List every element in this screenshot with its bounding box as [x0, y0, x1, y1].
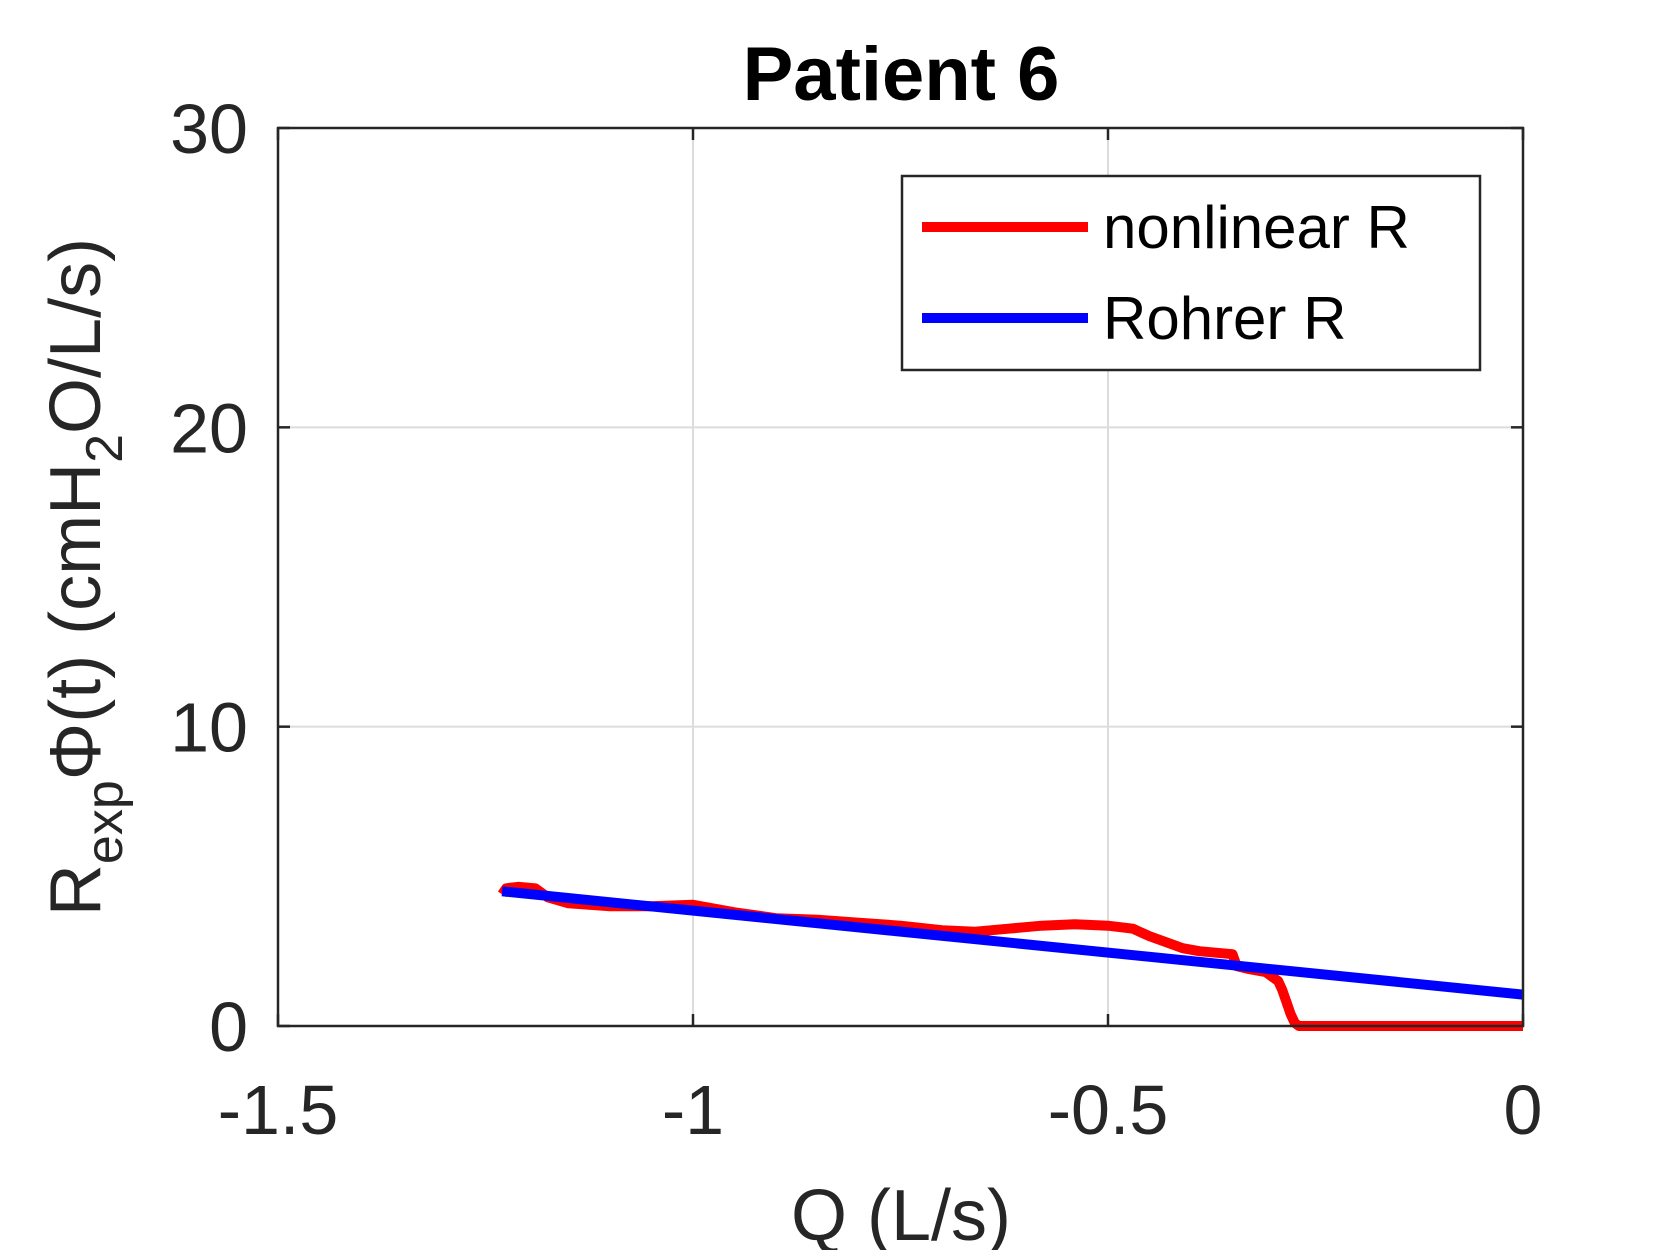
- y-tick-label: 30: [170, 90, 248, 168]
- y-axis-label-base-sub: exp: [76, 780, 134, 864]
- legend-label-nonlinear-r: nonlinear R: [1103, 194, 1410, 261]
- x-tick-labels: -1.5 -1 -0.5 0: [218, 1071, 1543, 1149]
- legend: nonlinear R Rohrer R: [900, 174, 1482, 372]
- y-tick-labels: 0 10 20 30: [170, 90, 248, 1066]
- y-tick-label: 10: [170, 689, 248, 767]
- x-axis-label: Q (L/s): [791, 1176, 1011, 1250]
- y-axis-label-base: R: [36, 864, 116, 916]
- y-tick-label: 0: [209, 988, 248, 1066]
- y-axis-label: RexpΦ(t) (cmH2O/L/s): [36, 238, 134, 916]
- chart-title: Patient 6: [743, 32, 1060, 117]
- y-axis-label-phi: Φ(t) (cmH: [36, 463, 116, 780]
- x-tick-label: -1.5: [218, 1071, 339, 1149]
- x-tick-label: 0: [1504, 1071, 1543, 1149]
- grid: [278, 128, 1523, 1026]
- x-tick-label: -1: [662, 1071, 724, 1149]
- y-tick-label: 20: [170, 389, 248, 467]
- legend-label-rohrer-r: Rohrer R: [1103, 285, 1346, 352]
- series-layer: [497, 881, 1524, 1031]
- plot-frame: [276, 126, 1525, 1028]
- series-line-rohrer-r: [501, 886, 1524, 1000]
- y-axis-label-phi-sub: 2: [76, 434, 134, 463]
- y-axis-label-tail: O/L/s): [36, 238, 116, 434]
- legend-box: [900, 174, 1482, 372]
- x-tick-label: -0.5: [1048, 1071, 1169, 1149]
